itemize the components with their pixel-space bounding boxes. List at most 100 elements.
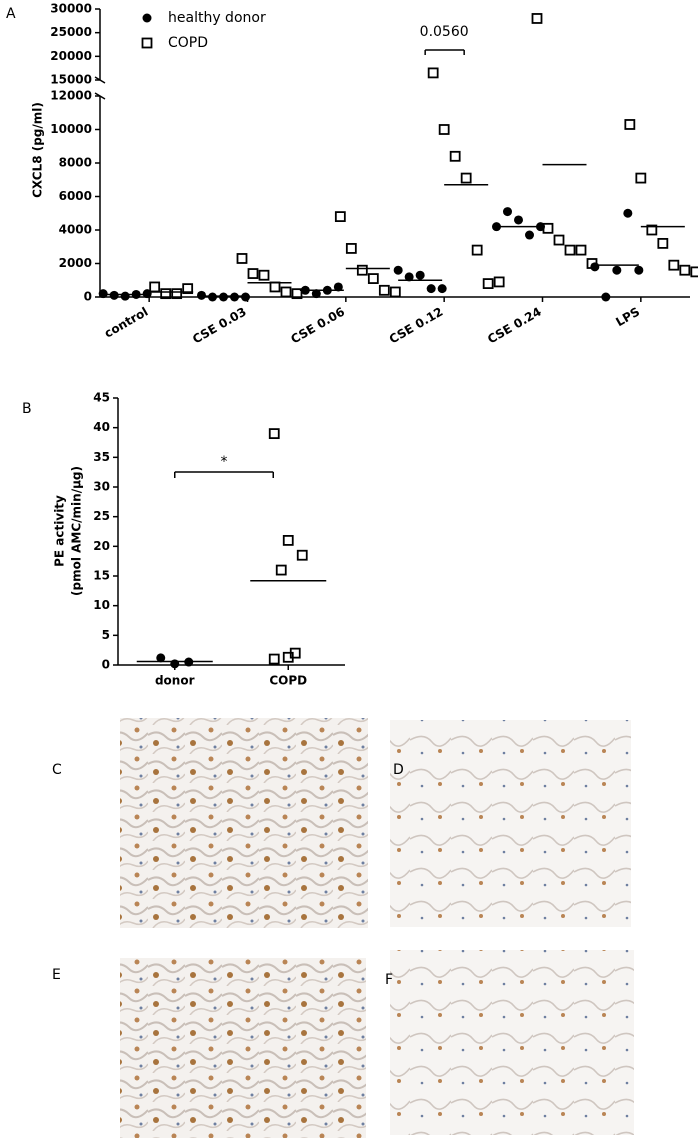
point [542,222,554,234]
panel-label: F [385,972,393,988]
point [393,265,403,275]
point [258,269,270,281]
point [182,283,194,295]
point [679,264,691,276]
x-tick-label: control [102,305,151,341]
annotation: * [221,454,228,470]
point [646,224,658,236]
point [460,172,472,184]
y-tick-label: 40 [93,420,110,434]
point [345,243,357,254]
point [219,292,228,302]
point [109,290,119,300]
x-tick-label: CSE 0.06 [288,305,347,347]
point [493,276,505,288]
annotation: 0.0560 [420,24,469,40]
point [230,292,239,302]
panel-label: A [6,6,16,22]
point [482,278,494,290]
point [531,13,543,24]
point [437,284,447,294]
y-axis-label: CXCL8 (pg/ml) [31,102,45,198]
y-tick-label: 0 [102,658,110,672]
point [575,244,587,256]
point [236,253,248,264]
x-tick-label: donor [155,674,195,688]
x-tick-label: CSE 0.24 [485,305,544,347]
point [98,289,108,299]
panel-label: C [52,762,62,778]
point [427,67,439,79]
point [208,292,217,302]
point [635,172,647,184]
y-tick-label: 25 [93,509,110,523]
point [657,237,669,249]
y-tick-label: 8000 [59,156,92,170]
point [415,270,425,280]
y-tick-label: 10 [93,598,110,612]
y-tick-label: 5 [102,628,110,642]
point [170,659,180,669]
y-tick-label: 15000 [50,73,92,87]
point [586,258,598,269]
point [612,265,622,275]
y-tick-label: 25000 [50,25,92,39]
panel-label: E [52,967,61,983]
micrograph [390,950,634,1135]
y-tick-label: 35 [93,450,110,464]
point [296,549,308,561]
y-tick-label: 20 [93,539,110,553]
point [514,215,523,225]
x-tick-label: COPD [269,674,307,688]
point [690,266,698,278]
point [623,208,633,218]
point [156,653,166,663]
micrograph [390,720,631,927]
point [334,211,346,223]
point [389,286,401,298]
point [634,265,644,275]
point [160,288,172,300]
micrograph [120,718,368,928]
point [367,273,379,284]
point [378,284,390,296]
point [268,428,280,440]
point [503,207,512,217]
point [282,651,294,663]
point [149,281,161,293]
point [268,653,280,665]
point [247,268,259,279]
y-tick-label: 30000 [50,2,92,16]
y-tick-label: 30 [93,480,110,494]
y-tick-label: 20000 [50,49,92,63]
point [197,290,206,300]
point [525,230,534,240]
point [449,150,461,162]
point [438,124,450,135]
point [624,119,636,130]
x-tick-label: CSE 0.12 [387,305,446,347]
y-tick-label: 45 [93,391,110,405]
x-tick-label: LPS [613,305,642,330]
point [426,284,436,294]
legend-label: COPD [168,35,208,51]
point [311,289,321,299]
x-tick-label: CSE 0.03 [190,305,249,347]
panel-label: D [393,762,404,778]
point [241,292,250,302]
point [269,281,281,293]
y-axis-label: (pmol AMC/min/μg) [70,466,84,596]
point [356,264,368,276]
point [404,272,414,282]
y-axis-label: PE activity [53,495,67,567]
panel-label: B [22,401,32,417]
point [171,288,183,300]
point [142,13,152,23]
point [668,259,680,271]
point [601,292,611,302]
y-tick-label: 10000 [50,122,92,136]
point [275,564,287,576]
point [141,37,153,49]
